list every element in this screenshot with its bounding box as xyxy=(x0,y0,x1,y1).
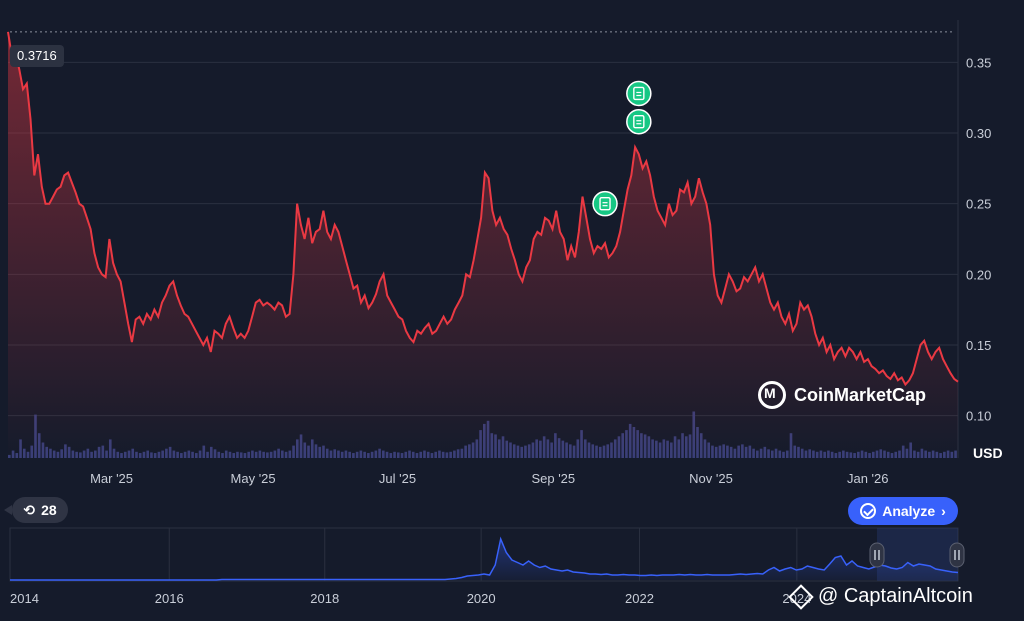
watermark: @ CaptainAltcoin xyxy=(788,583,973,610)
diamond-icon xyxy=(788,583,814,610)
logo-text: CoinMarketCap xyxy=(794,384,927,405)
navigator-line xyxy=(10,536,959,581)
analyze-icon xyxy=(860,503,877,519)
watermark-text: @ CaptainAltcoin xyxy=(818,585,973,607)
analyze-label: Analyze xyxy=(882,503,936,519)
event-marker-icon[interactable] xyxy=(592,190,618,217)
navigator-tick-label: 2018 xyxy=(310,591,339,606)
event-marker-icon[interactable] xyxy=(626,108,652,135)
navigator-tick-label: 2024 xyxy=(782,591,811,606)
x-tick-label: Nov '25 xyxy=(689,471,733,486)
x-axis: Mar '25 May '25 Jul '25 Sep '25 Nov '25 Jan '… xyxy=(90,471,888,486)
coinmarketcap-logo: CoinMarketCap xyxy=(758,381,926,409)
analyze-button[interactable]: Analyze › xyxy=(848,497,958,525)
price-area xyxy=(8,31,958,459)
currency-label: USD xyxy=(973,445,1003,461)
event-markers xyxy=(592,80,652,217)
current-price-badge: 0.3716 xyxy=(10,45,64,67)
navigator-area xyxy=(10,539,958,580)
y-tick-label: 0.35 xyxy=(966,55,991,70)
price-line xyxy=(7,31,959,387)
navigator-tick-label: 2014 xyxy=(10,591,39,606)
x-tick-label: Jul '25 xyxy=(379,471,416,486)
x-tick-label: Sep '25 xyxy=(531,471,575,486)
y-tick-label: 0.25 xyxy=(966,197,991,212)
chevron-right-icon: › xyxy=(941,503,946,519)
navigator-grid xyxy=(168,528,798,581)
navigator-tick-label: 2022 xyxy=(625,591,654,606)
x-tick-label: May '25 xyxy=(231,471,276,486)
coinmarketcap-logo-icon xyxy=(758,381,786,409)
event-marker-icon[interactable] xyxy=(626,80,652,107)
y-tick-label: 0.15 xyxy=(966,338,991,353)
history-button[interactable]: ⟲ 28 xyxy=(4,497,68,523)
navigator-axis: 2014 2016 2018 2020 2022 2024 xyxy=(10,591,811,606)
y-axis: 0.35 0.30 0.25 0.20 0.15 0.10 xyxy=(966,55,991,423)
history-count: 28 xyxy=(41,502,57,518)
navigator-tick-label: 2016 xyxy=(155,591,184,606)
navigator-handle-left[interactable] xyxy=(869,542,885,568)
navigator-tick-label: 2020 xyxy=(467,591,496,606)
x-tick-label: Mar '25 xyxy=(90,471,133,486)
y-tick-label: 0.30 xyxy=(966,126,991,141)
x-tick-label: Jan '26 xyxy=(847,471,889,486)
history-icon: ⟲ xyxy=(23,501,36,518)
y-tick-label: 0.10 xyxy=(966,409,991,424)
navigator-handle-right[interactable] xyxy=(949,542,965,568)
y-tick-label: 0.20 xyxy=(966,267,991,282)
